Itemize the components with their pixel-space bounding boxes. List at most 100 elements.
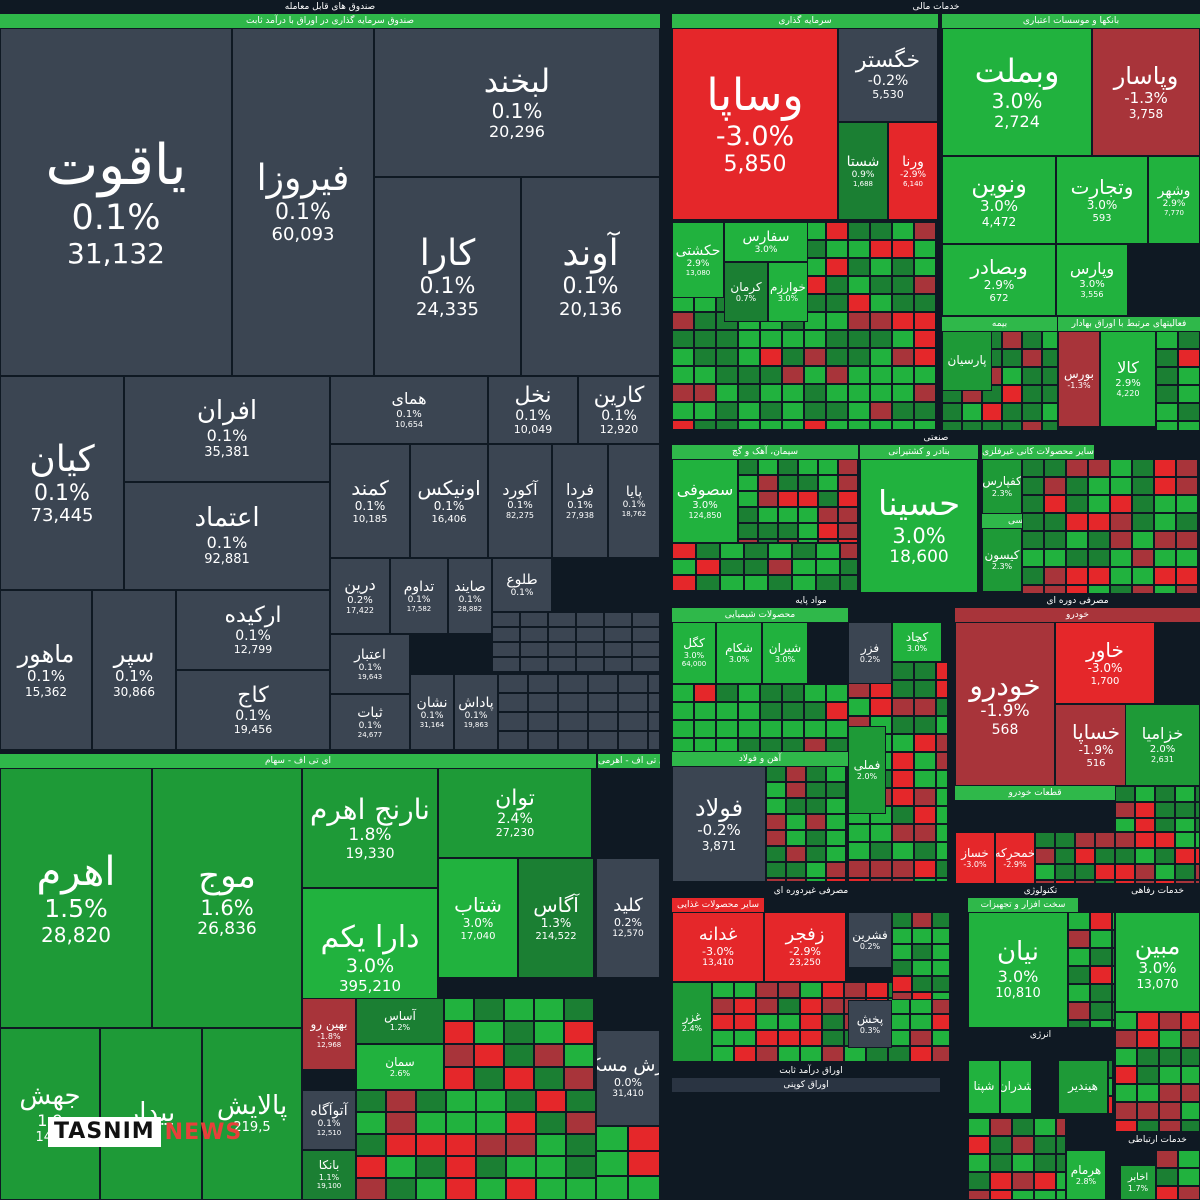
tile-22[interactable]: تداوم 0.1% 17,582 <box>390 558 448 634</box>
tile-4[interactable]: کارا 0.1% 24,335 <box>374 177 521 376</box>
tile-75[interactable]: خودرو -1.9% 568 <box>955 622 1055 786</box>
tile-32[interactable]: توان 2.4% 27,230 <box>438 768 592 858</box>
tile-28[interactable]: پاداش 0.1% 19,863 <box>454 674 498 750</box>
tile-78[interactable]: خزامیا 2.0% 2,631 <box>1125 704 1200 786</box>
tile-35[interactable]: آگاس 1.3% 214,522 <box>518 858 594 978</box>
tile-84[interactable]: فشرین 0.2% <box>848 912 892 968</box>
tile-81[interactable]: غدانه -3.0% 13,410 <box>672 912 764 982</box>
tile-39[interactable]: بیدار <box>100 1028 202 1200</box>
tile-65[interactable]: سصوفی 3.0% 124,850 <box>672 459 738 543</box>
tile-55[interactable]: وبصادر 2.9% 672 <box>942 244 1056 316</box>
tile-58[interactable]: کرمان 0.7% <box>724 262 768 322</box>
tile-36[interactable]: کلید 0.2% 12,570 <box>596 858 660 978</box>
tile-14[interactable]: آکورد 0.1% 82,275 <box>488 444 552 558</box>
tile-57[interactable]: حکشتی 2.9% 13,080 <box>672 222 724 298</box>
tile-46[interactable]: وساپا -3.0% 5,850 <box>672 28 838 220</box>
tile-88[interactable]: شپنا <box>968 1060 1000 1114</box>
tile-26[interactable]: ثبات 0.1% 24,677 <box>330 694 410 750</box>
minor-tile <box>914 420 936 430</box>
tile-27[interactable]: نشان 0.1% 31,164 <box>410 674 454 750</box>
tile-52[interactable]: ونوین 3.0% 4,472 <box>942 156 1056 244</box>
tile-25[interactable]: اعتبار 0.1% 19,643 <box>330 634 410 694</box>
tile-47[interactable]: خگستر -0.2% 5,530 <box>838 28 938 122</box>
tile-87[interactable]: مبین 3.0% 13,070 <box>1115 912 1200 1012</box>
tile-10[interactable]: نخل 0.1% 10,049 <box>488 376 578 444</box>
tile-20[interactable]: کاج 0.1% 19,456 <box>176 670 330 750</box>
tile-23[interactable]: صایند 0.1% 28,882 <box>448 558 492 634</box>
tile-66[interactable]: کفپارس 2.3% <box>982 459 1022 514</box>
tile-6[interactable]: کیان 0.1% 73,445 <box>0 376 124 590</box>
tile-92[interactable]: اخابر 1.7% <box>1120 1165 1156 1200</box>
tile-2[interactable]: فیروزا 0.1% 60,093 <box>232 28 374 376</box>
tile-16[interactable]: پایا 0.1% 18,762 <box>608 444 660 558</box>
tile-21[interactable]: درین 0.2% 17,422 <box>330 558 390 634</box>
tile-40[interactable]: پالایش 219,5 <box>202 1028 302 1200</box>
tile-49[interactable]: ورنا -2.9% 6,140 <box>888 122 938 220</box>
tile-62[interactable]: کالا 2.9% 4,220 <box>1100 331 1156 427</box>
tile-1[interactable]: یاقوت 0.1% 31,132 <box>0 28 232 376</box>
tile-13[interactable]: اونیکس 0.1% 16,406 <box>410 444 488 558</box>
tile-85[interactable]: پخش 0.3% <box>848 1000 892 1048</box>
tile-41[interactable]: بهین رو -1.8% 12,968 <box>302 998 356 1070</box>
tile-74[interactable]: فزر 0.2% <box>848 622 892 684</box>
tile-29[interactable]: اهرم 1.5% 28,820 <box>0 768 152 1028</box>
tile-90[interactable]: هیندیر <box>1058 1060 1108 1114</box>
minor-tile <box>672 348 694 366</box>
tile-59[interactable]: خوارزم 3.0% <box>768 262 808 322</box>
tile-34[interactable]: شتاب 3.0% 17,040 <box>438 858 518 978</box>
tile-44[interactable]: آتوآگاه 0.1% 12,510 <box>302 1090 356 1150</box>
tile-53[interactable]: وتجارت 3.0% 593 <box>1056 156 1148 244</box>
tile-change: 0.1% <box>354 498 386 513</box>
tile-37[interactable]: ارزش مسکن0.0%31,410 <box>596 1030 660 1126</box>
tile-38[interactable]: جهش1.914,2 <box>0 1028 100 1200</box>
tile-42[interactable]: آساس 1.2% <box>356 998 444 1044</box>
tile-68[interactable]: کگل 3.0% 64,000 <box>672 622 716 684</box>
tile-64[interactable]: حسینا 3.0% 18,600 <box>860 459 978 593</box>
tile-67[interactable]: کیسون 2.3% <box>982 528 1022 592</box>
tile-7[interactable]: افران 0.1% 35,381 <box>124 376 330 482</box>
tile-60[interactable]: سفارس 3.0% <box>724 222 808 262</box>
tile-43[interactable]: سمان 2.6% <box>356 1044 444 1090</box>
tile-change: 3.0% <box>1079 278 1105 290</box>
tile-51[interactable]: وپاسار -1.3% 3,758 <box>1092 28 1200 156</box>
tile-5[interactable]: آوند 0.1% 20,136 <box>521 177 660 376</box>
tile-83[interactable]: غزر 2.4% <box>672 982 712 1062</box>
tile-70[interactable]: شیران 3.0% <box>762 622 808 684</box>
tile-69[interactable]: شکام 3.0% <box>716 622 762 684</box>
tile-71[interactable]: فولاد -0.2% 3,871 <box>672 766 766 882</box>
tile-24[interactable]: طلوع 0.1% <box>492 558 552 612</box>
tile-76[interactable]: خاور -3.0% 1,700 <box>1055 622 1155 704</box>
minor-tile <box>760 420 782 430</box>
tile-54[interactable]: وشهر 2.9% 7,770 <box>1148 156 1200 244</box>
tile-15[interactable]: فردا 0.1% 27,938 <box>552 444 608 558</box>
minor-tile <box>892 912 912 928</box>
tile-61[interactable]: بورس -1.3% <box>1058 331 1100 427</box>
tile-45[interactable]: بانکا 1.1% 19,100 <box>302 1150 356 1200</box>
tile-18[interactable]: سپر 0.1% 30,866 <box>92 590 176 750</box>
tile-17[interactable]: ماهور 0.1% 15,362 <box>0 590 92 750</box>
tile-19[interactable]: ارکیده 0.1% 12,799 <box>176 590 330 670</box>
minor-tile <box>694 384 716 402</box>
tile-11[interactable]: کارین 0.1% 12,920 <box>578 376 660 444</box>
tile-91[interactable]: هرمام 2.8% <box>1066 1150 1106 1200</box>
tile-73[interactable]: کچاد 3.0% <box>892 622 942 662</box>
tile-3[interactable]: لبخند 0.1% 20,296 <box>374 28 660 177</box>
tile-89[interactable]: شدران <box>1000 1060 1032 1114</box>
tile-8[interactable]: اعتماد 0.1% 92,881 <box>124 482 330 590</box>
tile-30[interactable]: موج 1.6% 26,836 <box>152 768 302 1028</box>
tile-48[interactable]: شستا 0.9% 1,688 <box>838 122 888 220</box>
tile-72[interactable]: فملی 2.0% <box>848 726 886 814</box>
tile-86[interactable]: نیان 3.0% 10,810 <box>968 912 1068 1028</box>
minor-tile <box>760 738 782 752</box>
tile-price: 31,410 <box>612 1089 644 1100</box>
tile-50[interactable]: وبملت 3.0% 2,724 <box>942 28 1092 156</box>
tile-80[interactable]: خمحرکه -2.9% <box>995 832 1035 884</box>
tile-56[interactable]: وپارس 3.0% 3,556 <box>1056 244 1128 316</box>
tile-9[interactable]: همای 0.1% 10,654 <box>330 376 488 444</box>
tile-12[interactable]: کمند 0.1% 10,185 <box>330 444 410 558</box>
tile-77[interactable]: خساپا -1.9% 516 <box>1055 704 1137 786</box>
tile-63[interactable]: پارسیان <box>942 331 992 391</box>
tile-79[interactable]: خساز -3.0% <box>955 832 995 884</box>
tile-82[interactable]: زفجر -2.9% 23,250 <box>764 912 846 982</box>
tile-31[interactable]: نارنج اهرم 1.8% 19,330 <box>302 768 438 888</box>
